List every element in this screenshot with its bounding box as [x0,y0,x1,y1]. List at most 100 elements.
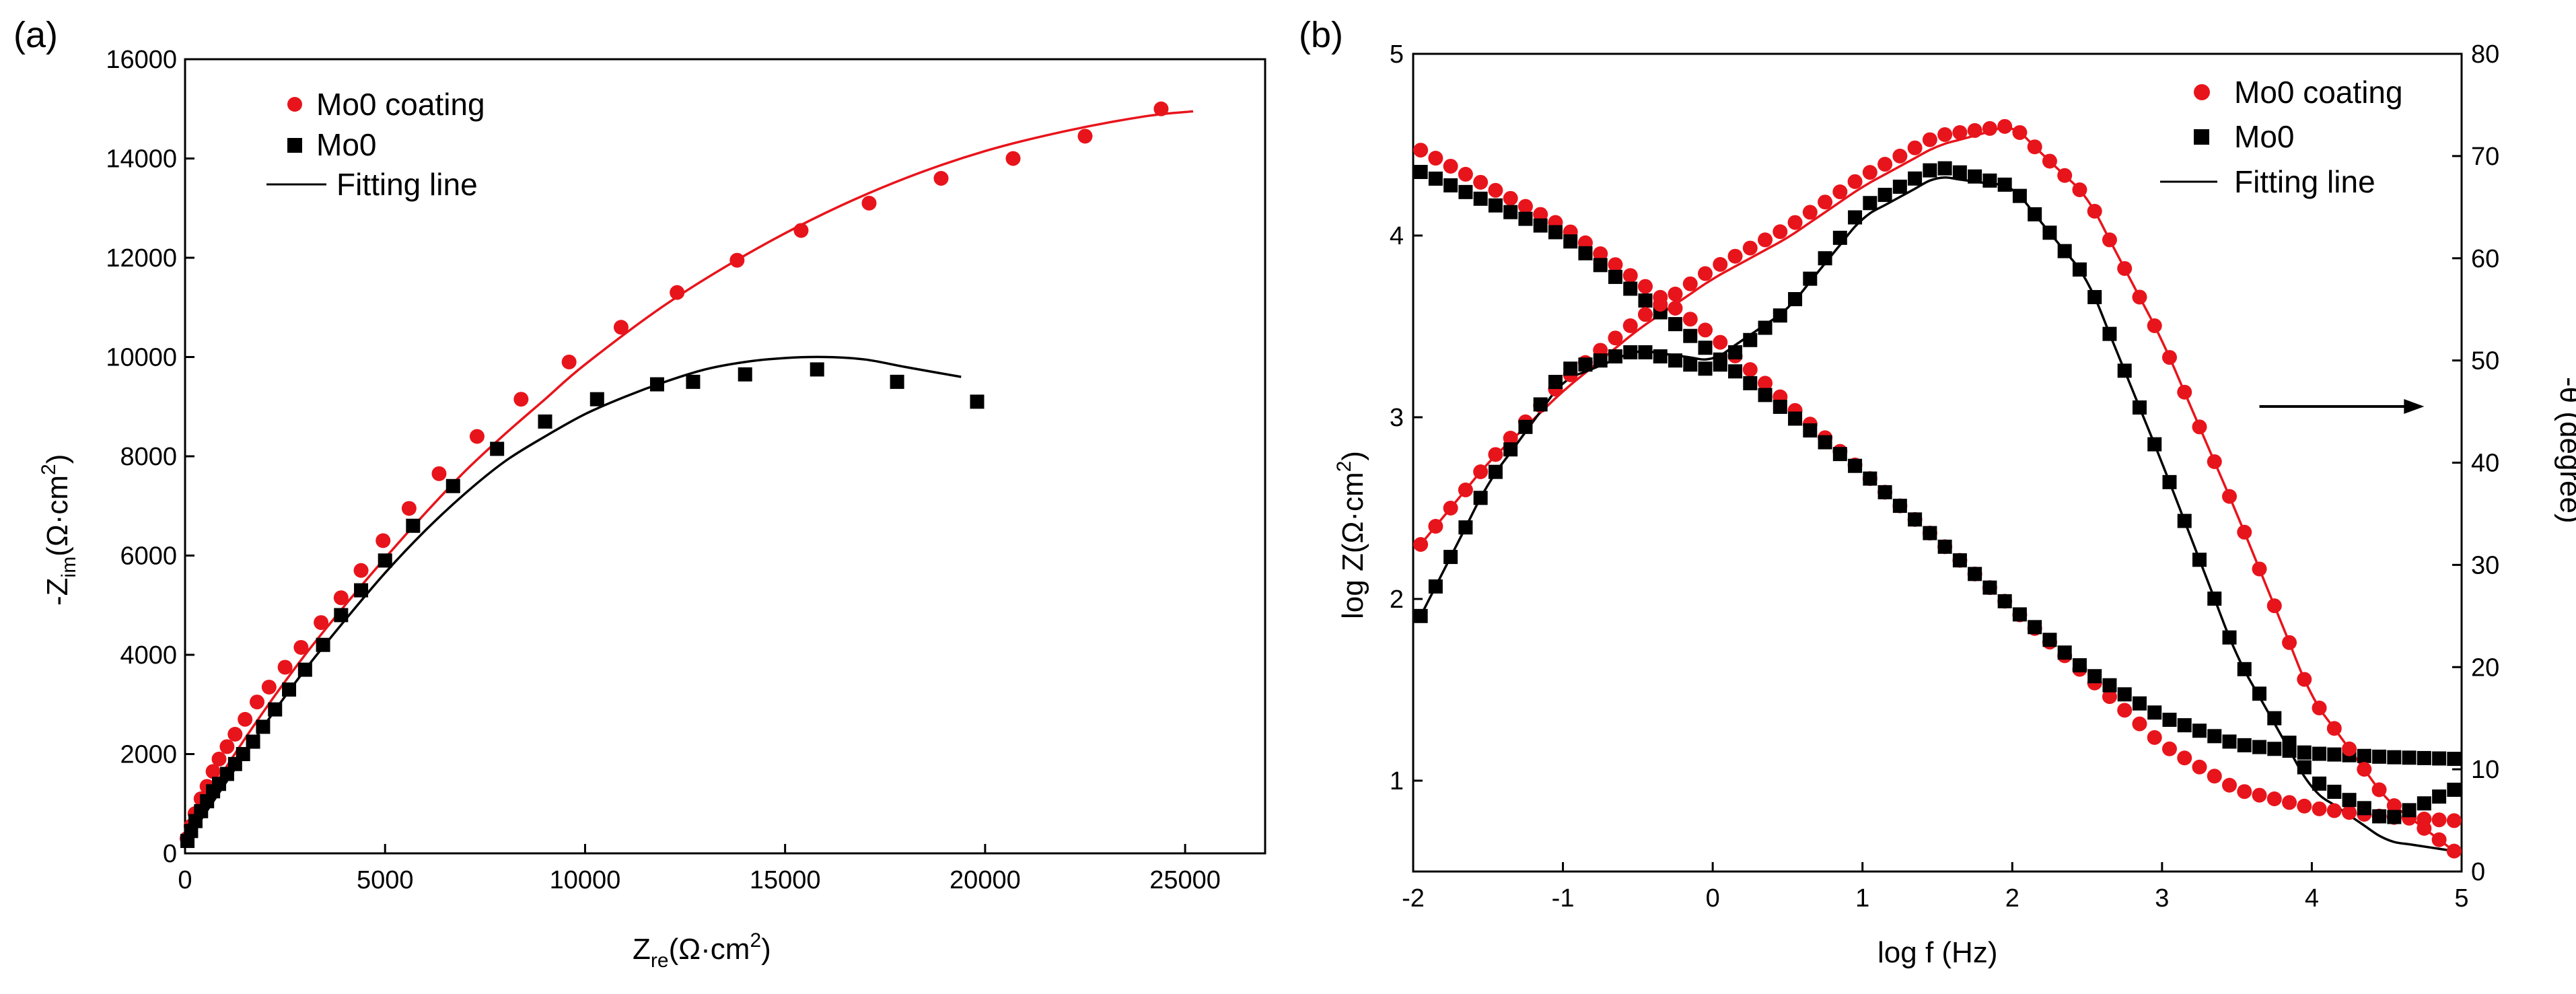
data-point-mo0-z [2147,705,2162,720]
data-point-mo0 [686,374,701,389]
data-point-mo0-z [1548,225,1563,240]
data-point-mo0-coating-phase [1503,431,1518,446]
data-point-mo0-coating-phase [1952,125,1968,140]
data-point-mo0-phase [1653,349,1668,364]
data-point-mo0-z [1563,234,1578,249]
data-point-mo0-coating-z [2312,801,2327,816]
data-point-mo0-coating-phase [2057,168,2073,183]
panel-b-x-tick-label: 3 [2155,884,2169,913]
data-point-mo0-z [1982,580,1997,595]
data-point-mo0-phase [2147,437,2162,452]
data-point-mo0-coating-phase [1713,256,1728,272]
data-point-mo0-phase [1877,188,1892,203]
data-point-mo0-phase [2042,225,2057,240]
data-point-mo0-coating-phase [2342,741,2357,756]
data-point-mo0-coating [261,679,277,695]
data-point-mo0-coating-phase [1802,205,1818,220]
data-point-mo0 [268,702,283,717]
data-point-mo0-phase [2312,776,2327,791]
data-point-mo0-coating-z [2326,803,2342,818]
data-point-mo0-coating [375,533,391,548]
panel-a-x-tick-label: 10000 [550,866,621,894]
data-point-mo0-phase [1818,251,1832,266]
data-point-mo0-z [2312,746,2327,761]
data-point-mo0-coating [469,429,485,444]
data-point-mo0-z [2417,750,2431,765]
data-point-mo0-coating-z [1503,190,1518,206]
data-point-mo0-z [2252,740,2267,754]
data-point-mo0 [334,608,349,623]
data-point-mo0-coating [219,739,235,754]
data-point-mo0-z [1593,258,1608,273]
data-point-mo0-z [2042,633,2057,647]
legend-label-fitting-line: Fitting line [2234,164,2375,199]
data-point-mo0-z [1413,165,1428,179]
data-point-mo0-phase [1473,491,1488,505]
panel-b-left-y-tick-label: 5 [1390,40,1404,69]
data-point-mo0-coating-phase [2312,701,2327,715]
panel-b-right-y-tick-label: 30 [2471,551,2499,579]
data-point-mo0 [490,441,505,456]
data-point-mo0-phase [2417,796,2431,811]
data-point-mo0-coating-phase [1458,483,1473,497]
data-point-mo0-coating-phase [2431,832,2447,847]
data-point-mo0-coating [293,639,309,655]
data-point-mo0-coating-z [1682,312,1698,327]
data-point-mo0-coating-z [1428,151,1443,166]
data-point-mo0-z [2372,749,2387,764]
data-point-mo0-coating-phase [1668,286,1683,301]
data-point-mo0-phase [1758,320,1773,335]
data-point-mo0-coating-z [1488,182,1503,198]
panel-b-right-y-tick-label: 80 [2471,40,2499,69]
data-point-mo0-coating-phase [1413,537,1429,552]
data-point-mo0-coating-phase [1982,120,1997,136]
data-point-mo0-phase [2447,783,2462,797]
data-point-mo0-phase [1518,419,1533,434]
data-point-mo0-coating-phase [2252,561,2267,577]
panel-a-y-tick-label: 12000 [106,244,177,273]
data-point-mo0-z [1428,171,1443,186]
data-point-mo0-coating-phase [1832,184,1848,200]
panel-b-legend: Mo0 coating Mo0 Fitting line [2160,75,2403,199]
data-point-mo0-phase [1952,165,1967,180]
data-point-mo0 [316,637,330,652]
data-point-mo0-coating-z [2147,730,2162,745]
panel-b-left-y-tick-label: 1 [1390,767,1404,795]
data-point-mo0-coating-phase [2192,419,2207,435]
data-point-mo0 [649,377,664,392]
data-point-mo0-coating-phase [2371,782,2387,797]
data-point-mo0-coating-phase [2207,454,2222,469]
data-point-mo0-z [1608,269,1622,284]
panel-b-x-tick-label: 5 [2454,884,2468,913]
data-point-mo0-phase [2072,262,2087,277]
data-point-mo0-z [1908,512,1923,527]
legend-label-mo0: Mo0 [316,127,376,162]
data-point-mo0-coating-z [2297,798,2312,814]
data-point-mo0-z [1892,499,1907,513]
data-point-mo0-z [1533,218,1548,233]
data-point-mo0-coating-phase [1847,174,1863,189]
data-point-mo0 [890,374,904,389]
data-point-mo0-coating-z [1608,257,1623,273]
data-point-mo0 [246,734,260,749]
data-point-mo0-coating-phase [1488,447,1503,462]
data-point-mo0-coating [861,195,877,211]
x-label-sup: 2 [750,929,761,952]
data-point-mo0-phase [2132,400,2147,415]
data-point-mo0-phase [1548,375,1563,390]
data-point-mo0-phase [2177,513,2192,528]
data-point-mo0-phase [1443,550,1458,565]
panel-b-x-tick-label: 1 [1855,884,1869,913]
data-point-mo0-phase [1428,579,1443,594]
data-point-mo0-coating [250,695,264,710]
legend-marker-mo0 [287,138,302,153]
y-label-main: -Z [41,577,74,606]
panel-a-x-tick-label: 0 [178,866,192,894]
data-point-mo0-coating-z [1668,301,1683,316]
x-label-unit: (Ω·cm [669,933,750,966]
data-point-mo0-phase [2117,363,2132,378]
y-label-sub: im [58,557,80,578]
data-point-mo0-coating-phase [2102,232,2117,248]
data-point-mo0-coating [431,466,447,481]
panel-b-x-tick-label: -1 [1552,884,1575,913]
